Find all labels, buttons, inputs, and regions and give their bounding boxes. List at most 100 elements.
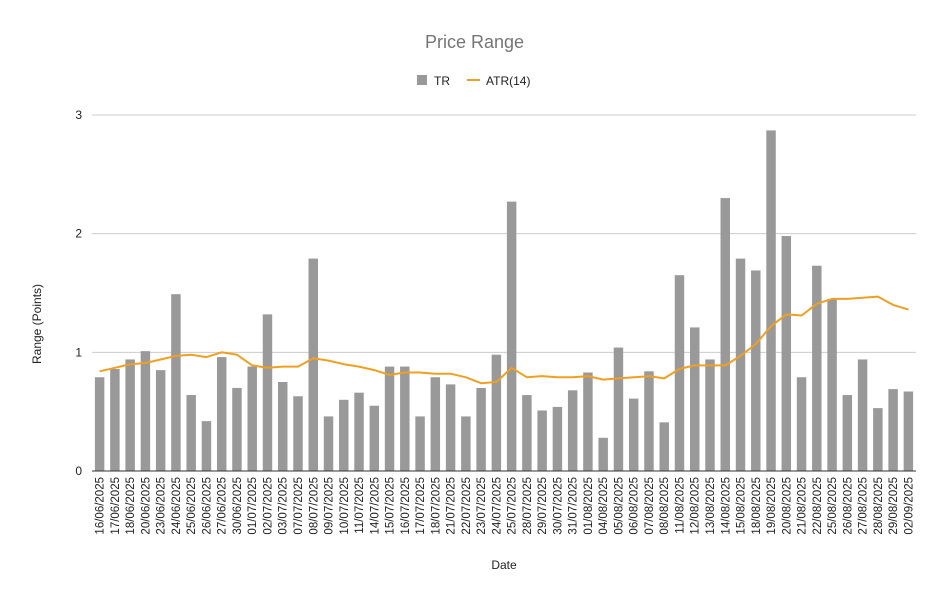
x-tick-label: 08/08/2025	[659, 477, 671, 535]
x-tick-label: 12/08/2025	[690, 477, 702, 535]
chart-title: Price Range	[425, 32, 524, 52]
x-tick-label: 08/07/2025	[308, 477, 320, 535]
bar-tr	[888, 389, 898, 471]
gridlines	[92, 114, 916, 353]
x-tick-label: 25/08/2025	[827, 477, 839, 535]
bar-tr	[110, 368, 120, 471]
bar-tr	[781, 236, 792, 471]
bar-tr	[125, 359, 135, 471]
x-tick-label: 21/08/2025	[797, 477, 809, 535]
x-tick-label: 11/08/2025	[674, 477, 686, 534]
bar-tr	[552, 406, 563, 471]
x-tick-label: 25/06/2025	[186, 477, 198, 535]
bar-tr	[278, 382, 288, 471]
x-tick-label: 07/08/2025	[644, 477, 656, 535]
bar-tr	[94, 377, 105, 471]
x-tick-label: 31/07/2025	[568, 477, 580, 535]
x-tick-label: 20/06/2025	[140, 477, 152, 535]
bar-tr	[842, 395, 853, 471]
x-tick-label: 17/06/2025	[110, 477, 122, 535]
bar-tr	[903, 391, 914, 471]
x-tick-label: 29/08/2025	[888, 477, 900, 535]
bar-tr	[476, 387, 486, 471]
bar-tr	[384, 366, 395, 471]
x-tick-label: 23/06/2025	[156, 477, 168, 535]
bar-tr	[430, 377, 441, 471]
bar-tr	[155, 370, 166, 471]
x-axis-title: Date	[491, 558, 517, 572]
x-tick-label: 24/06/2025	[171, 477, 183, 535]
bar-tr	[735, 258, 746, 471]
bar-tr	[491, 354, 502, 471]
bar-tr	[186, 395, 196, 471]
bar-tr	[232, 387, 242, 471]
x-tick-label: 28/07/2025	[522, 477, 534, 535]
bar-tr	[796, 377, 807, 471]
x-tick-label: 02/09/2025	[903, 477, 915, 535]
bar-tr	[827, 298, 837, 471]
x-tick-label: 20/08/2025	[781, 477, 793, 535]
bar-tr	[140, 351, 151, 471]
x-tick-label: 30/06/2025	[232, 477, 244, 535]
bar-tr	[613, 347, 624, 471]
bar-tr	[705, 359, 715, 471]
bar-tr	[598, 437, 608, 471]
x-tick-label: 19/08/2025	[766, 477, 778, 535]
x-tick-label: 05/08/2025	[613, 477, 625, 535]
legend-label-tr: TR	[434, 74, 450, 88]
bar-tr	[216, 357, 227, 471]
bar-tr	[567, 390, 578, 471]
bar-tr	[293, 396, 303, 471]
x-tick-label: 26/08/2025	[842, 477, 854, 535]
x-tick-label: 04/08/2025	[598, 477, 610, 535]
bar-tr	[262, 314, 273, 471]
x-tick-label: 15/08/2025	[736, 477, 748, 535]
legend-swatch-tr	[417, 75, 427, 85]
y-axis-title: Range (Points)	[30, 284, 44, 364]
bar-tr	[323, 416, 334, 471]
bar-tr	[644, 371, 654, 471]
bar-tr	[415, 416, 425, 471]
x-tick-label: 01/08/2025	[583, 477, 595, 535]
bar-tr	[720, 198, 730, 472]
x-tick-label: 28/08/2025	[873, 477, 885, 535]
x-tick-label: 22/07/2025	[461, 477, 473, 535]
x-tick-label: 11/07/2025	[354, 477, 366, 534]
x-tick-label: 25/07/2025	[507, 477, 519, 535]
bar-tr	[369, 405, 380, 471]
x-tick-label: 15/07/2025	[385, 477, 397, 535]
bar-tr	[857, 359, 868, 471]
x-tick-label: 07/07/2025	[293, 477, 305, 535]
y-tick-label: 2	[75, 227, 82, 241]
x-tick-label: 09/07/2025	[324, 477, 336, 535]
x-tick-label: 26/06/2025	[201, 477, 213, 535]
x-tick-label: 27/08/2025	[858, 477, 870, 535]
bar-tr	[171, 294, 181, 471]
x-tick-label: 06/08/2025	[629, 477, 641, 535]
x-tick-label: 24/07/2025	[491, 477, 503, 535]
bar-tr	[766, 130, 776, 471]
x-tick-label: 18/06/2025	[125, 477, 137, 535]
bar-tr	[674, 275, 685, 471]
bar-tr	[201, 421, 212, 471]
x-tick-label: 14/07/2025	[369, 477, 381, 535]
bar-tr	[751, 270, 761, 471]
x-tick-label: 13/08/2025	[705, 477, 717, 535]
x-tick-label: 18/08/2025	[751, 477, 763, 535]
bar-tr	[873, 408, 883, 471]
bar-tr	[522, 395, 532, 471]
x-tick-label: 16/06/2025	[95, 477, 107, 535]
x-tick-label: 02/07/2025	[262, 477, 274, 535]
bar-tr	[461, 416, 471, 471]
x-tick-label: 01/07/2025	[247, 477, 259, 535]
x-tick-label: 27/06/2025	[217, 477, 229, 535]
bar-tr	[339, 399, 349, 471]
x-tick-label: 18/07/2025	[430, 477, 442, 535]
x-tick-label: 17/07/2025	[415, 477, 427, 535]
y-tick-labels: 0 1 2 3	[75, 108, 82, 478]
bar-tr	[812, 265, 822, 471]
bar-tr	[690, 327, 700, 471]
bar-tr	[308, 258, 318, 471]
x-tick-label: 29/07/2025	[537, 477, 549, 535]
